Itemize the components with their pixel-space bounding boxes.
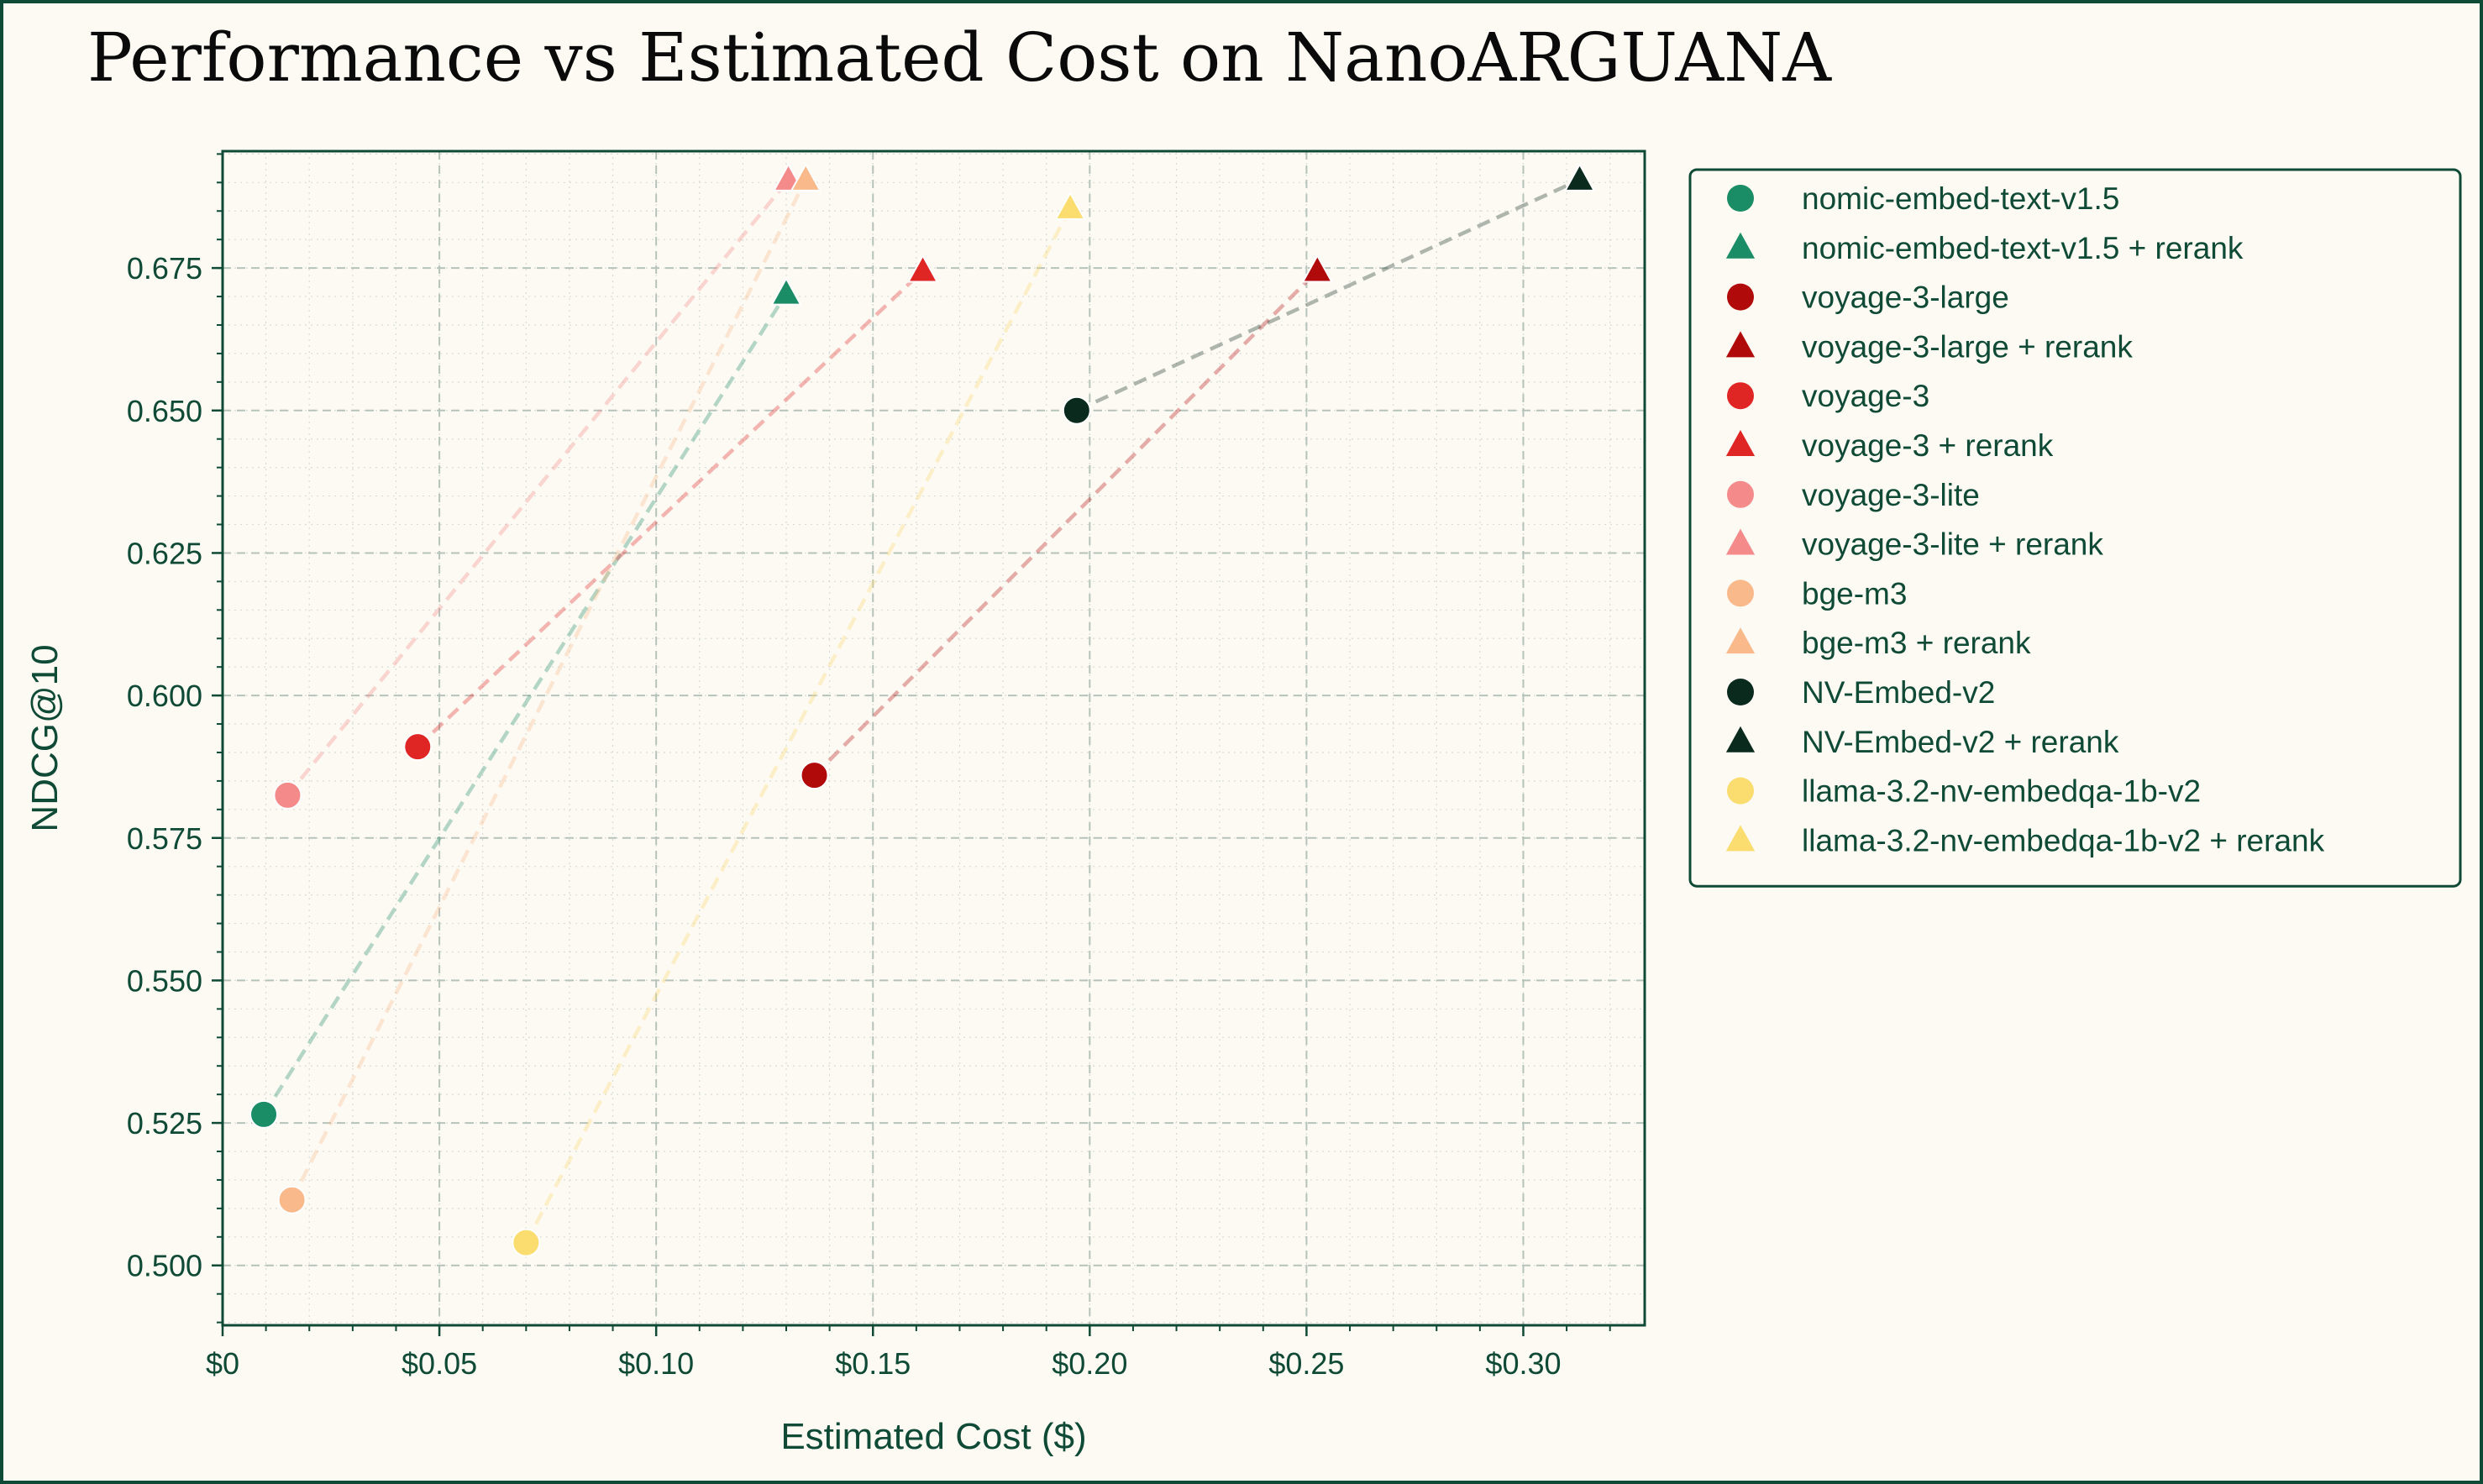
legend-marker-triangle bbox=[1725, 528, 1756, 555]
legend-marker-triangle bbox=[1725, 726, 1756, 752]
legend-label: bge-m3 + rerank bbox=[1802, 626, 2031, 660]
legend-label: bge-m3 bbox=[1802, 576, 1907, 611]
data-point-triangle bbox=[1301, 254, 1334, 283]
legend-label: NV-Embed-v2 + rerank bbox=[1802, 725, 2119, 759]
legend-marker-triangle bbox=[1725, 331, 1756, 358]
legend-label: nomic-embed-text-v1.5 + rerank bbox=[1802, 231, 2244, 265]
legend-label: voyage-3-large + rerank bbox=[1802, 329, 2133, 364]
data-point-circle bbox=[403, 732, 433, 762]
connection-line bbox=[290, 178, 808, 1201]
legend-label: llama-3.2-nv-embedqa-1b-v2 bbox=[1802, 774, 2201, 809]
legend-label: nomic-embed-text-v1.5 bbox=[1802, 181, 2119, 216]
connection-line bbox=[416, 269, 925, 748]
data-point-triangle bbox=[1054, 191, 1086, 220]
legend-label: voyage-3-large bbox=[1802, 281, 2009, 315]
legend-label: llama-3.2-nv-embedqa-1b-v2 + rerank bbox=[1802, 823, 2325, 857]
y-tick-label: 0.500 bbox=[127, 1249, 202, 1283]
x-tick-label: $0.10 bbox=[618, 1346, 694, 1381]
connection-line bbox=[286, 178, 790, 797]
legend-label: NV-Embed-v2 bbox=[1802, 675, 1995, 710]
plot-border bbox=[221, 149, 1646, 1327]
data-point-circle bbox=[1062, 396, 1091, 425]
data-point-circle bbox=[277, 1185, 307, 1214]
x-tick-label: $0.05 bbox=[402, 1346, 477, 1381]
y-tick-label: 0.650 bbox=[127, 394, 202, 428]
axis-ticks: $0 $0.05 $0.10 $0.15 $0.20 $0.25 $0.30 0.500 0.5… bbox=[127, 153, 1611, 1381]
connection-line bbox=[524, 207, 1073, 1244]
legend-marker-circle bbox=[1727, 579, 1754, 607]
legend-marker-triangle bbox=[1725, 825, 1756, 852]
connection-line bbox=[1075, 177, 1581, 412]
y-tick-label: 0.575 bbox=[127, 821, 202, 856]
legend-marker-circle bbox=[1727, 480, 1754, 508]
legend-label: voyage-3-lite bbox=[1802, 478, 1980, 512]
y-tick-label: 0.675 bbox=[127, 251, 202, 286]
data-markers bbox=[249, 162, 1596, 1257]
legend-marker-circle bbox=[1727, 283, 1754, 311]
y-axis-label: NDCG@10 bbox=[24, 644, 66, 831]
legend-marker-circle bbox=[1727, 679, 1754, 705]
x-tick-label: $0 bbox=[206, 1346, 239, 1381]
x-tick-label: $0.25 bbox=[1268, 1346, 1344, 1381]
y-tick-label: 0.525 bbox=[127, 1106, 202, 1141]
legend-marker-circle bbox=[1727, 382, 1754, 410]
x-tick-label: $0.30 bbox=[1485, 1346, 1561, 1381]
y-tick-label: 0.625 bbox=[127, 536, 202, 570]
x-tick-label: $0.20 bbox=[1052, 1346, 1127, 1381]
data-point-circle bbox=[273, 780, 302, 810]
y-tick-label: 0.600 bbox=[127, 679, 202, 713]
legend: nomic-embed-text-v1.5 nomic-embed-text-v1… bbox=[1688, 168, 2462, 888]
legend-marker-triangle bbox=[1725, 627, 1756, 654]
x-axis-label: Estimated Cost ($) bbox=[780, 1416, 1086, 1457]
legend-label: voyage-3 + rerank bbox=[1802, 428, 2054, 463]
legend-marker-triangle bbox=[1725, 430, 1756, 456]
legend-marker-circle bbox=[1727, 185, 1754, 212]
y-tick-label: 0.550 bbox=[127, 963, 202, 998]
legend-label: voyage-3 bbox=[1802, 379, 1929, 413]
data-point-circle bbox=[800, 761, 829, 790]
legend-label: voyage-3-lite + rerank bbox=[1802, 527, 2103, 562]
grid-layer bbox=[222, 151, 1645, 1325]
data-point-triangle bbox=[1563, 162, 1596, 191]
connection-lines bbox=[262, 177, 1581, 1244]
connection-line bbox=[812, 269, 1319, 777]
data-point-triangle bbox=[906, 254, 939, 283]
data-point-circle bbox=[249, 1099, 279, 1129]
legend-marker-triangle bbox=[1725, 232, 1756, 259]
chart-title: Performance vs Estimated Cost on NanoARG… bbox=[87, 18, 1831, 97]
legend-box bbox=[1688, 168, 2462, 888]
x-tick-label: $0.15 bbox=[835, 1346, 911, 1381]
data-point-triangle bbox=[770, 276, 802, 306]
connection-line bbox=[262, 292, 788, 1116]
legend-marker-circle bbox=[1727, 777, 1754, 805]
data-point-circle bbox=[512, 1228, 541, 1257]
data-point-triangle bbox=[790, 162, 822, 191]
